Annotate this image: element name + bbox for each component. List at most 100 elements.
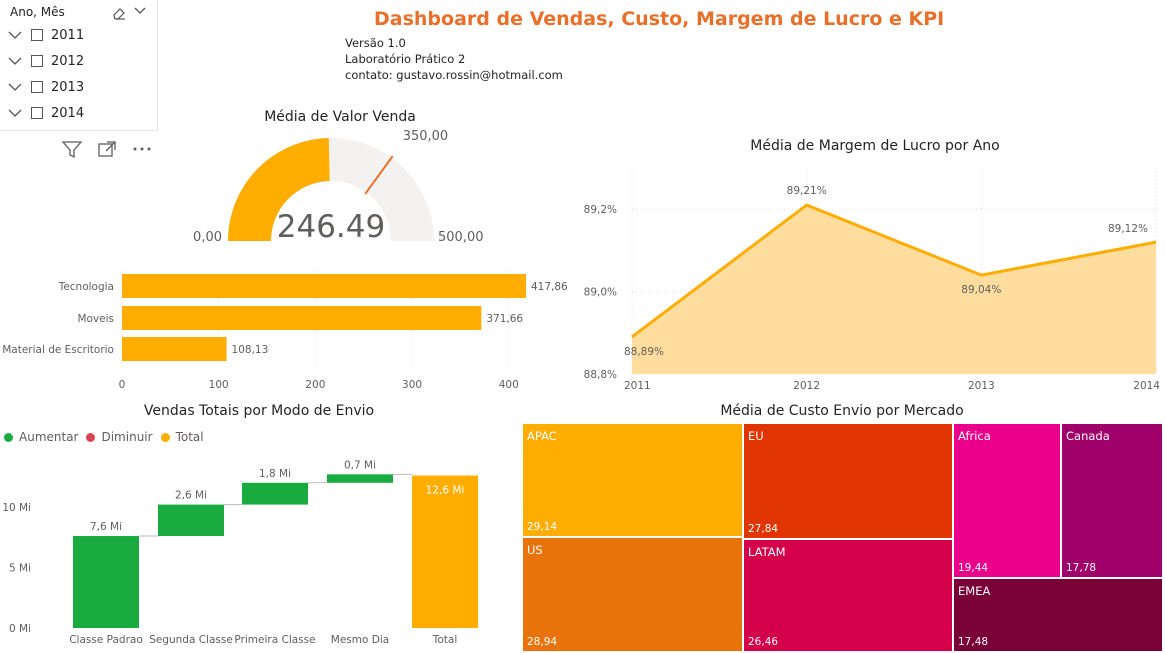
x-tick-label: Segunda Classe [149,634,233,646]
waterfall-title: Vendas Totais por Modo de Envio [143,403,375,419]
y-tick-label: 0 Mi [9,623,31,635]
treemap-tile-apac[interactable]: APAC 29,14 [522,423,743,537]
x-tick-label: Primeira Classe [234,634,315,646]
data-label: 1,8 Mi [259,468,291,480]
version-text: Versão 1.0 [345,36,406,50]
gauge-min-label: 0,00 [193,230,222,245]
bar[interactable] [122,274,526,298]
bar-value-label: 371,66 [486,313,523,325]
increase-bar[interactable] [327,474,393,483]
data-label: 2,6 Mi [175,490,207,502]
category-label: Tecnologia [58,281,114,293]
checkbox[interactable] [31,107,43,119]
y-tick-label: 5 Mi [9,563,31,575]
checkbox[interactable] [31,81,43,93]
treemap-tile-label: Africa [958,429,991,443]
treemap-tile-africa[interactable]: Africa 19,44 [953,423,1061,578]
checkbox[interactable] [31,55,43,67]
x-tick-label: 300 [402,379,422,391]
waterfall-legend: Aumentar Diminuir Total [4,430,204,444]
legend-decrease: Diminuir [101,430,153,444]
x-tick-label: Classe Padrao [69,634,143,646]
chevron-down-icon[interactable] [8,82,22,92]
slicer-item-label: 2012 [51,53,85,69]
treemap-tile-value: 17,78 [1066,562,1097,574]
y-tick-label: 10 Mi [2,502,31,514]
chevron-down-icon[interactable] [8,56,22,66]
data-label: 88,89% [624,346,664,358]
page-title: Dashboard de Vendas, Custo, Margem de Lu… [374,8,945,30]
treemap-tile-us[interactable]: US 28,94 [522,537,743,652]
increase-bar[interactable] [242,482,308,505]
focus-mode-icon[interactable] [97,140,117,158]
data-label: 89,12% [1108,223,1148,235]
chevron-down-icon[interactable] [133,6,147,16]
area-fill [632,205,1156,374]
y-tick-label: 88,8% [584,369,617,381]
gauge-fill [228,138,330,241]
treemap-tile-value: 19,44 [958,562,989,574]
chevron-down-icon[interactable] [8,108,22,118]
x-tick-label: 2013 [968,380,995,392]
x-tick-label: 0 [119,379,126,391]
legend-total: Total [175,430,204,444]
x-tick-label: 200 [305,379,325,391]
slicer-item-2013[interactable]: 2013 [8,75,84,99]
treemap-tile-label: Canada [1066,429,1110,443]
waterfall-chart: 0 Mi 5 Mi 10 Mi 7,6 Mi Classe Padrao 2,6 Mi Se… [2,459,478,646]
category-label: Material de Escritorio [2,344,114,356]
x-tick-label: 100 [209,379,229,391]
slicer-item-2012[interactable]: 2012 [8,49,84,73]
slicer-item-label: 2011 [51,27,85,43]
filter-icon[interactable] [61,139,83,159]
slicer-title: Ano, Mês [10,5,65,19]
increase-bar[interactable] [73,536,139,628]
gauge-max-label: 500,00 [438,230,484,245]
treemap-tile-value: 26,46 [748,636,779,648]
treemap-tile-emea[interactable]: EMEA 17,48 [953,578,1163,652]
increase-bar[interactable] [158,504,224,537]
x-tick-label: 2014 [1133,380,1160,392]
bar[interactable] [122,337,227,361]
chevron-down-icon[interactable] [8,30,22,40]
treemap-tile-label: APAC [527,429,557,443]
data-label: 7,6 Mi [90,521,122,533]
bar-value-label: 108,13 [232,344,269,356]
treemap-tile-label: EU [748,429,764,443]
legend-increase: Aumentar [19,430,79,444]
category-bar-chart: 0 100 200 300 400 Tecnologia 417,86 Moveis 371,6… [2,270,568,391]
checkbox[interactable] [31,29,43,41]
treemap-tile-label: LATAM [748,545,786,559]
slicer-item-2014[interactable]: 2014 [8,101,84,125]
y-tick-label: 89,2% [584,204,617,216]
y-tick-label: 89,0% [584,287,617,299]
gauge-target-label: 350,00 [403,129,449,144]
gauge-chart: 246.49 0,00 500,00 350,00 [193,129,484,245]
eraser-icon[interactable] [111,5,127,21]
bar[interactable] [122,306,482,330]
gauge-value: 246.49 [277,209,385,245]
treemap-tile-value: 17,48 [958,636,989,648]
treemap-tile-eu[interactable]: EU 27,84 [743,423,953,539]
treemap-tile-latam[interactable]: LATAM 26,46 [743,539,953,652]
treemap-tile-value: 27,84 [748,523,779,535]
x-tick-label: 2012 [793,380,820,392]
data-label: 89,04% [961,284,1001,296]
more-options-icon[interactable] [131,141,153,157]
slicer-item-2011[interactable]: 2011 [8,23,84,47]
total-bar[interactable] [412,475,478,628]
series-line[interactable] [631,203,1157,339]
gauge-target-marker [364,155,394,195]
slicer-item-label: 2013 [51,79,85,95]
data-label: 89,21% [787,185,827,197]
legend-decrease-marker [86,432,96,442]
x-tick-label: Mesmo Dia [331,634,389,646]
contact-text: contato: gustavo.rossin@hotmail.com [345,68,563,82]
legend-total-marker [160,432,170,442]
bar-value-label: 417,86 [531,281,568,293]
treemap-tile-canada[interactable]: Canada 17,78 [1061,423,1163,578]
data-label: 0,7 Mi [344,459,376,471]
slicer-item-label: 2014 [51,105,85,121]
year-month-slicer: Ano, Mês 2011 2012 2013 2014 [0,0,158,131]
legend-increase-marker [4,432,13,442]
